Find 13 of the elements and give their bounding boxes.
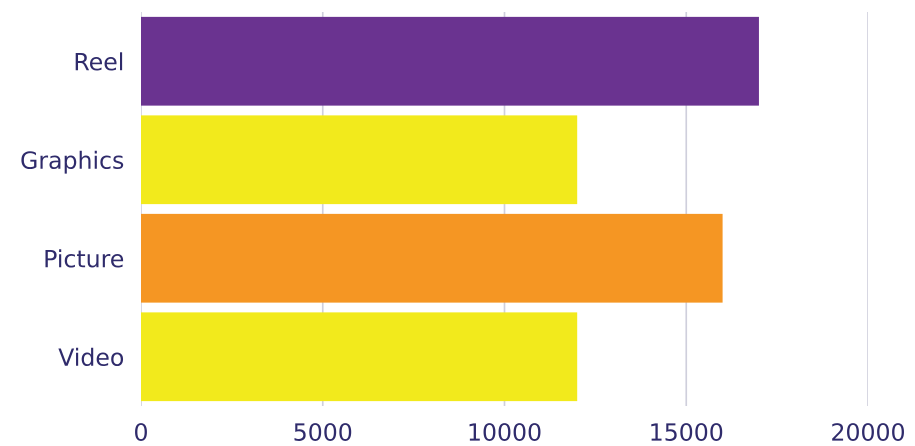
x-tick-label: 0 (135, 423, 147, 441)
bar (141, 214, 723, 303)
bar (141, 16, 759, 106)
x-tick-label: 15000 (651, 423, 722, 441)
y-tick-label: Video (58, 348, 124, 366)
bar (141, 312, 578, 402)
y-tick-label: Reel (76, 52, 122, 71)
bar (141, 115, 578, 204)
x-tick-label: 20000 (832, 423, 904, 441)
y-tick-label: Graphics (21, 150, 124, 174)
y-tick-label: Picture (45, 249, 124, 268)
x-tick-label: 10000 (470, 423, 540, 441)
x-tick-label: 5000 (294, 423, 352, 441)
